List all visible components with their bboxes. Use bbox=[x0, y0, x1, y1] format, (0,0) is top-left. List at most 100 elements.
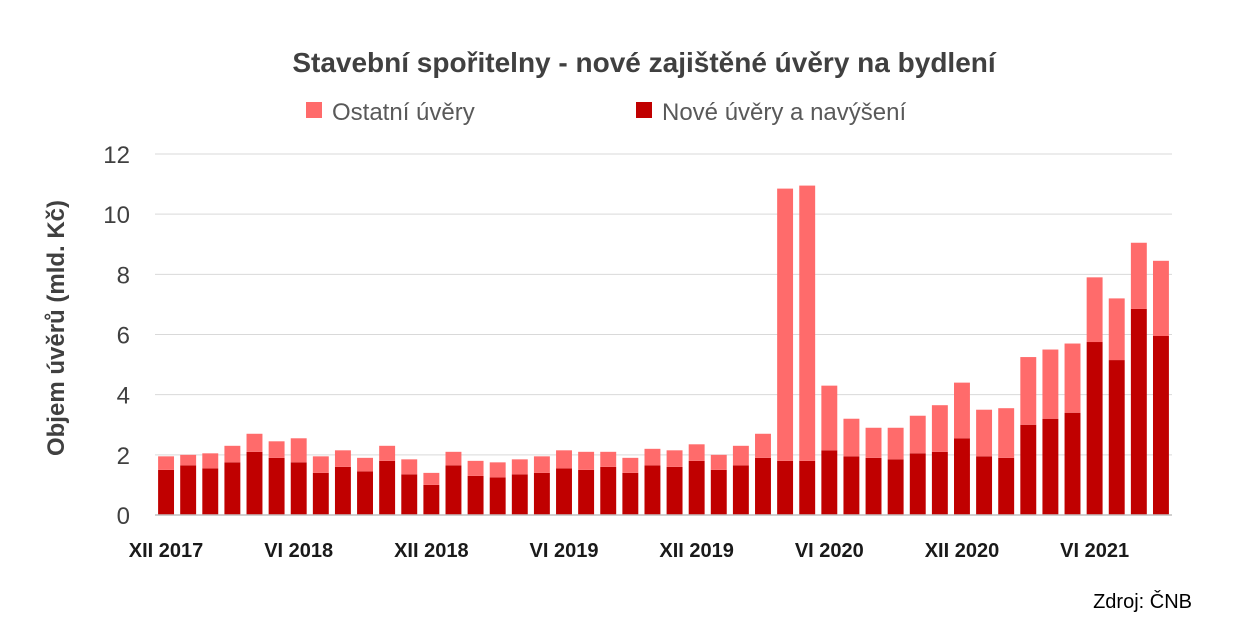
bar-nove-uvery bbox=[1152, 336, 1169, 515]
bar-ostatni-uvery bbox=[511, 459, 528, 475]
bar-nove-uvery bbox=[799, 460, 816, 515]
bar-nove-uvery bbox=[887, 459, 904, 515]
bar-ostatni-uvery bbox=[334, 450, 351, 467]
y-axis-ticks: 0 2 4 6 8 10 12 bbox=[103, 142, 130, 530]
y-tick-label: 12 bbox=[103, 142, 130, 169]
bar-nove-uvery bbox=[224, 462, 241, 515]
bar-ostatni-uvery bbox=[1152, 260, 1169, 337]
bar-ostatni-uvery bbox=[1130, 242, 1147, 309]
bar-nove-uvery bbox=[290, 462, 307, 515]
bar-nove-uvery bbox=[158, 469, 175, 516]
bar-nove-uvery bbox=[732, 465, 749, 515]
bars bbox=[158, 185, 1169, 516]
bar-ostatni-uvery bbox=[887, 427, 904, 460]
bar-nove-uvery bbox=[666, 466, 683, 515]
bar-nove-uvery bbox=[246, 451, 263, 515]
bar-nove-uvery bbox=[401, 474, 418, 515]
bar-nove-uvery bbox=[1086, 342, 1103, 515]
bar-ostatni-uvery bbox=[931, 405, 948, 452]
bar-ostatni-uvery bbox=[909, 415, 926, 454]
bar-ostatni-uvery bbox=[1086, 277, 1103, 343]
bar-nove-uvery bbox=[777, 460, 794, 515]
bar-ostatni-uvery bbox=[710, 454, 727, 470]
bar-nove-uvery bbox=[1064, 412, 1081, 515]
bar-ostatni-uvery bbox=[401, 459, 418, 475]
bar-nove-uvery bbox=[511, 474, 528, 515]
y-tick-label: 6 bbox=[117, 323, 130, 350]
y-axis-label: Objem úvěrů (mld. Kč) bbox=[43, 200, 70, 456]
bar-ostatni-uvery bbox=[467, 460, 484, 476]
bar-ostatni-uvery bbox=[843, 418, 860, 457]
y-tick-label: 10 bbox=[103, 202, 130, 229]
bar-nove-uvery bbox=[1020, 424, 1037, 515]
bar-nove-uvery bbox=[202, 468, 219, 515]
bar-nove-uvery bbox=[976, 456, 993, 515]
y-tick-label: 8 bbox=[117, 262, 130, 289]
bar-nove-uvery bbox=[379, 460, 396, 515]
bar-ostatni-uvery bbox=[423, 472, 440, 485]
bar-ostatni-uvery bbox=[1020, 357, 1037, 425]
bar-nove-uvery bbox=[533, 472, 550, 515]
bar-ostatni-uvery bbox=[1042, 349, 1059, 419]
bar-ostatni-uvery bbox=[224, 445, 241, 463]
bar-ostatni-uvery bbox=[755, 433, 771, 458]
bar-ostatni-uvery bbox=[954, 382, 970, 439]
x-tick-label: VI 2019 bbox=[530, 540, 599, 562]
bar-ostatni-uvery bbox=[777, 188, 794, 461]
bar-ostatni-uvery bbox=[1064, 343, 1081, 413]
legend-label-ostatni: Ostatní úvěry bbox=[332, 99, 475, 126]
bar-ostatni-uvery bbox=[799, 185, 816, 461]
bar-ostatni-uvery bbox=[622, 457, 639, 473]
bar-nove-uvery bbox=[357, 471, 373, 515]
bar-ostatni-uvery bbox=[445, 451, 462, 466]
bar-ostatni-uvery bbox=[976, 409, 993, 457]
bar-nove-uvery bbox=[909, 453, 926, 515]
chart-title: Stavební spořitelny - nové zajištěné úvě… bbox=[292, 47, 997, 78]
bar-ostatni-uvery bbox=[644, 448, 661, 466]
bar-ostatni-uvery bbox=[1108, 298, 1125, 361]
bar-ostatni-uvery bbox=[865, 427, 882, 458]
x-tick-label: XII 2018 bbox=[394, 540, 469, 562]
legend-label-nove: Nové úvěry a navýšení bbox=[662, 99, 906, 126]
bar-ostatni-uvery bbox=[357, 457, 373, 472]
bar-ostatni-uvery bbox=[180, 454, 197, 466]
bar-nove-uvery bbox=[954, 438, 970, 515]
bar-ostatni-uvery bbox=[489, 462, 506, 478]
x-tick-label: VI 2020 bbox=[795, 540, 864, 562]
bar-ostatni-uvery bbox=[246, 433, 263, 452]
bar-nove-uvery bbox=[931, 451, 948, 515]
legend-swatch-ostatni bbox=[306, 102, 322, 118]
bar-ostatni-uvery bbox=[290, 438, 307, 463]
x-tick-label: XII 2020 bbox=[925, 540, 1000, 562]
legend: Ostatní úvěry Nové úvěry a navýšení bbox=[306, 99, 906, 126]
bar-nove-uvery bbox=[467, 475, 484, 515]
x-tick-label: XII 2019 bbox=[659, 540, 734, 562]
bar-ostatni-uvery bbox=[821, 385, 838, 451]
bar-nove-uvery bbox=[622, 472, 639, 515]
bar-ostatni-uvery bbox=[998, 408, 1015, 458]
bar-nove-uvery bbox=[1108, 360, 1125, 515]
bar-ostatni-uvery bbox=[732, 445, 749, 466]
bar-ostatni-uvery bbox=[379, 445, 396, 461]
bar-nove-uvery bbox=[998, 457, 1015, 515]
bar-nove-uvery bbox=[644, 465, 661, 515]
y-tick-label: 2 bbox=[117, 443, 130, 470]
bar-nove-uvery bbox=[445, 465, 462, 515]
x-axis-ticks: XII 2017 VI 2018 XII 2018 VI 2019 XII 2019 VI… bbox=[129, 540, 1129, 562]
bar-ostatni-uvery bbox=[600, 451, 617, 467]
bar-ostatni-uvery bbox=[666, 450, 683, 467]
y-tick-label: 0 bbox=[117, 503, 130, 530]
source-note: Zdroj: ČNB bbox=[1093, 590, 1192, 613]
bar-ostatni-uvery bbox=[556, 450, 572, 469]
bar-nove-uvery bbox=[710, 469, 727, 516]
bar-nove-uvery bbox=[556, 468, 572, 515]
bar-nove-uvery bbox=[423, 484, 440, 515]
bar-nove-uvery bbox=[180, 465, 197, 515]
x-tick-label: XII 2017 bbox=[129, 540, 204, 562]
bar-ostatni-uvery bbox=[688, 444, 705, 461]
bar-nove-uvery bbox=[489, 477, 506, 515]
bar-ostatni-uvery bbox=[202, 453, 219, 469]
bar-ostatni-uvery bbox=[268, 441, 285, 458]
bar-nove-uvery bbox=[688, 460, 705, 515]
bar-nove-uvery bbox=[268, 457, 285, 515]
